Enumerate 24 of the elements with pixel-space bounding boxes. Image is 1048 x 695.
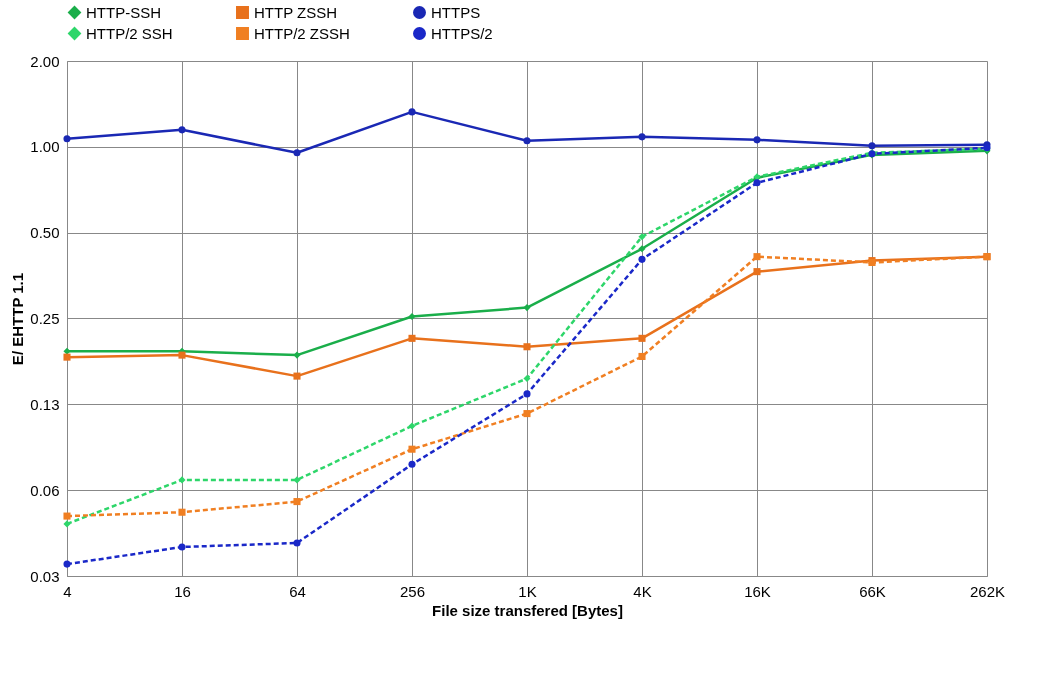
- x-tick-label: 262K: [969, 582, 1006, 600]
- x-tick-label: 16: [174, 582, 191, 600]
- x-tick-label: 4: [63, 582, 72, 600]
- x-tick-label: 1K: [518, 582, 537, 600]
- legend-label: HTTP/2 ZSSH: [254, 24, 350, 42]
- legend-label: HTTPS/2: [431, 24, 493, 42]
- x-tick-label: 16K: [744, 582, 771, 600]
- legend-label: HTTPS: [431, 3, 481, 21]
- x-tick-label: 4K: [633, 582, 652, 600]
- legend-label: HTTP-SSH: [86, 3, 161, 21]
- y-tick-label: 0.13: [30, 395, 60, 413]
- legend-label: HTTP ZSSH: [254, 3, 338, 21]
- x-tick-label: 66K: [859, 582, 886, 600]
- y-tick-label: 1.00: [30, 138, 60, 156]
- y-tick-label: 0.03: [30, 567, 60, 585]
- y-axis-title: E/ EHTTP 1.1: [9, 272, 27, 366]
- x-tick-label: 64: [289, 582, 306, 600]
- x-tick-label: 256: [399, 582, 426, 600]
- y-tick-label: 0.50: [30, 224, 60, 242]
- legend-label: HTTP/2 SSH: [86, 24, 173, 42]
- y-tick-label: 2.00: [30, 52, 60, 70]
- y-tick-label: 0.06: [30, 481, 60, 499]
- x-axis-title: File size transfered [Bytes]: [432, 601, 623, 619]
- y-tick-label: 0.25: [30, 310, 60, 327]
